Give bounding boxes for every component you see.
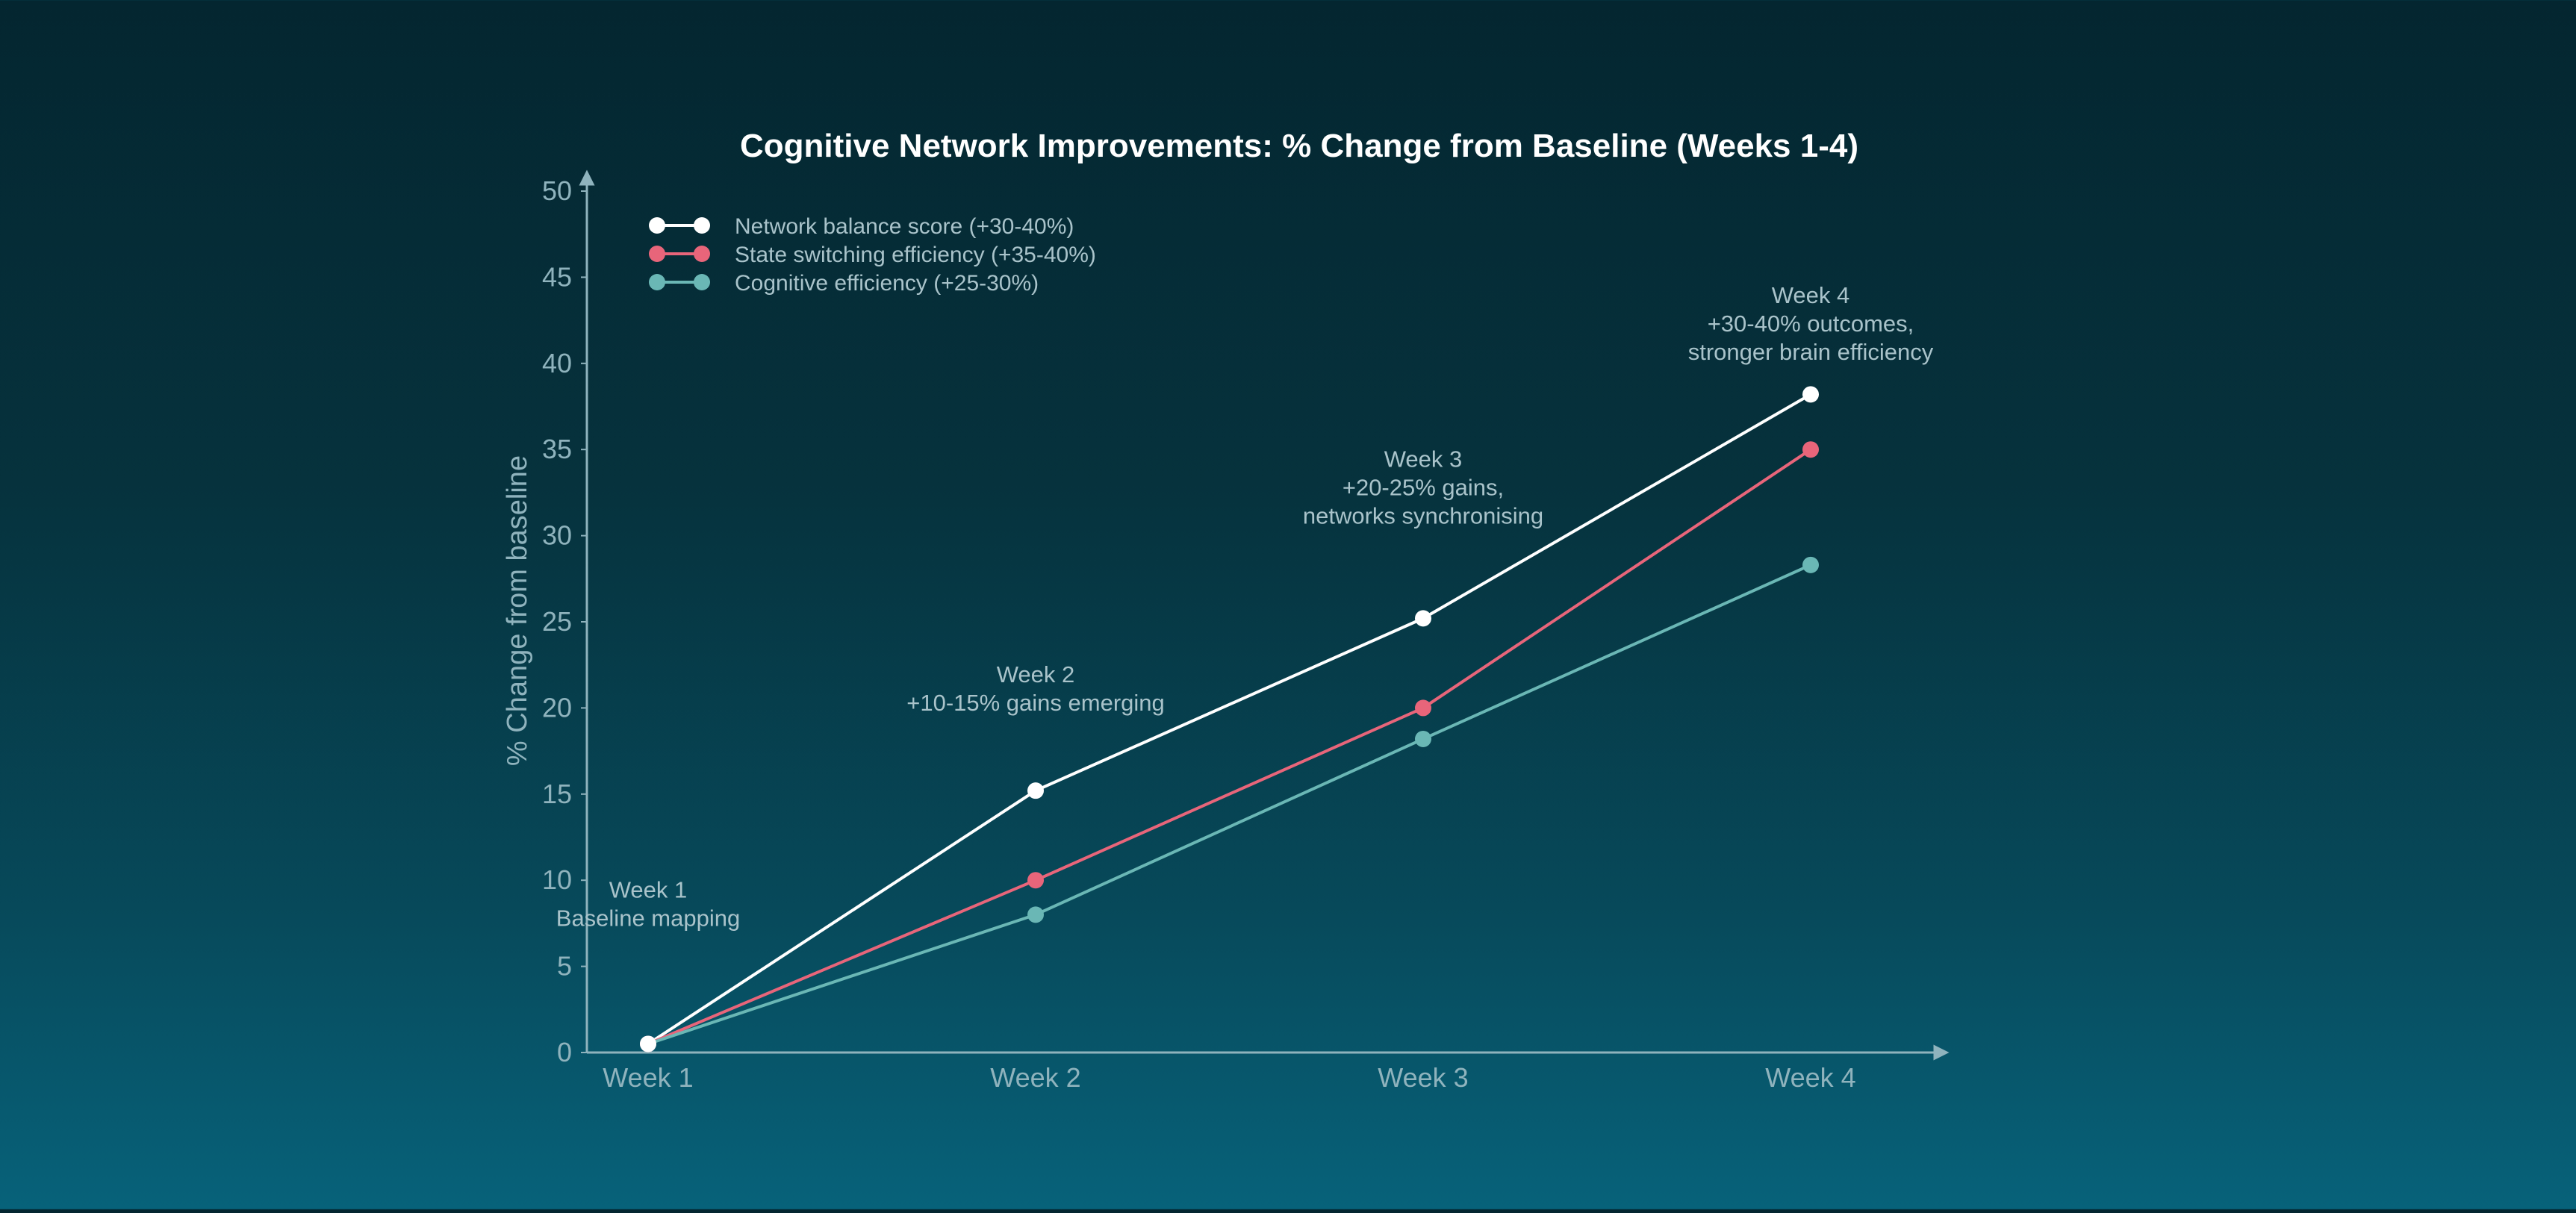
series-line-3 [647,564,1811,1046]
annotation-line: Baseline mapping [556,905,740,931]
data-point-series-1 [1027,782,1044,799]
annotation-line: +30-40% outcomes, [1708,311,1914,337]
annotation-line: Week 3 [1384,446,1463,472]
series-line-2 [647,448,1812,1046]
legend-item: State switching efficiency (+35-40%) [649,243,1096,267]
legend-marker [694,274,710,290]
y-tick-label: 20 [542,692,572,723]
legend-item: Network balance score (+30-40%) [649,214,1074,239]
y-tick-label: 45 [542,261,572,292]
annotation-line: networks synchronising [1303,502,1543,528]
x-tick-label: Week 4 [1765,1062,1855,1093]
legend-label: Network balance score (+30-40%) [735,214,1074,239]
annotation-line: +20-25% gains, [1343,474,1504,500]
annotation-line: stronger brain efficiency [1688,339,1934,365]
legend-item: Cognitive efficiency (+25-30%) [649,271,1039,296]
legend-marker [649,274,665,290]
y-tick-label: 25 [542,606,572,637]
y-tick-label: 40 [542,348,572,378]
y-axis-label: % Change from baseline [502,455,533,766]
data-point-series-1 [640,1035,656,1053]
data-point-series-2 [1802,441,1819,458]
data-point-series-1 [1415,610,1431,627]
x-axis-ticks: Week 1 Week 2 Week 3 Week 4 [603,1062,1855,1093]
annotation-text: Week 2 +10-15% gains emerging [906,661,1165,716]
annotation-text: Week 3 +20-25% gains, networks synchronisi… [1303,446,1543,528]
data-point-series-1 [1802,386,1819,403]
x-tick-label: Week 2 [990,1062,1080,1093]
legend-label: State switching efficiency (+35-40%) [735,243,1096,267]
y-tick-label: 0 [557,1037,572,1067]
chart-title: Cognitive Network Improvements: % Change… [740,128,1858,164]
series-lines [640,386,1819,1053]
legend-marker [694,246,710,262]
annotations: Week 1 Baseline mapping Week 2 +10-15% gain… [556,282,1934,931]
y-tick-label: 35 [542,434,572,464]
y-tick-label: 5 [557,951,572,982]
legend-marker [694,217,710,234]
annotation-line: Week 2 [997,661,1075,687]
data-point-series-2 [1415,699,1431,717]
legend-marker [649,246,665,262]
series-line-1 [647,393,1812,1046]
annotation-text: Week 1 Baseline mapping [556,876,740,931]
annotation-line: +10-15% gains emerging [906,690,1165,716]
y-tick-label: 50 [542,175,572,206]
annotation-line: Week 4 [1772,282,1850,308]
y-axis-ticks: 0 5 10 15 20 25 30 35 40 45 50 [542,175,587,1067]
y-tick-label: 30 [542,520,572,551]
legend-marker [649,217,665,234]
legend: Network balance score (+30-40%) State swi… [649,214,1096,296]
annotation-text: Week 4 +30-40% outcomes, stronger brain ef… [1688,282,1934,365]
annotation-line: Week 1 [609,876,688,902]
x-tick-label: Week 3 [1378,1062,1468,1093]
data-point-series-3 [1415,730,1431,747]
x-tick-label: Week 1 [603,1062,693,1093]
y-tick-label: 15 [542,779,572,809]
data-point-series-3 [1802,556,1819,573]
y-tick-label: 10 [542,864,572,895]
legend-label: Cognitive efficiency (+25-30%) [735,271,1039,296]
data-point-series-3 [1027,906,1044,923]
data-point-series-2 [1027,872,1044,889]
